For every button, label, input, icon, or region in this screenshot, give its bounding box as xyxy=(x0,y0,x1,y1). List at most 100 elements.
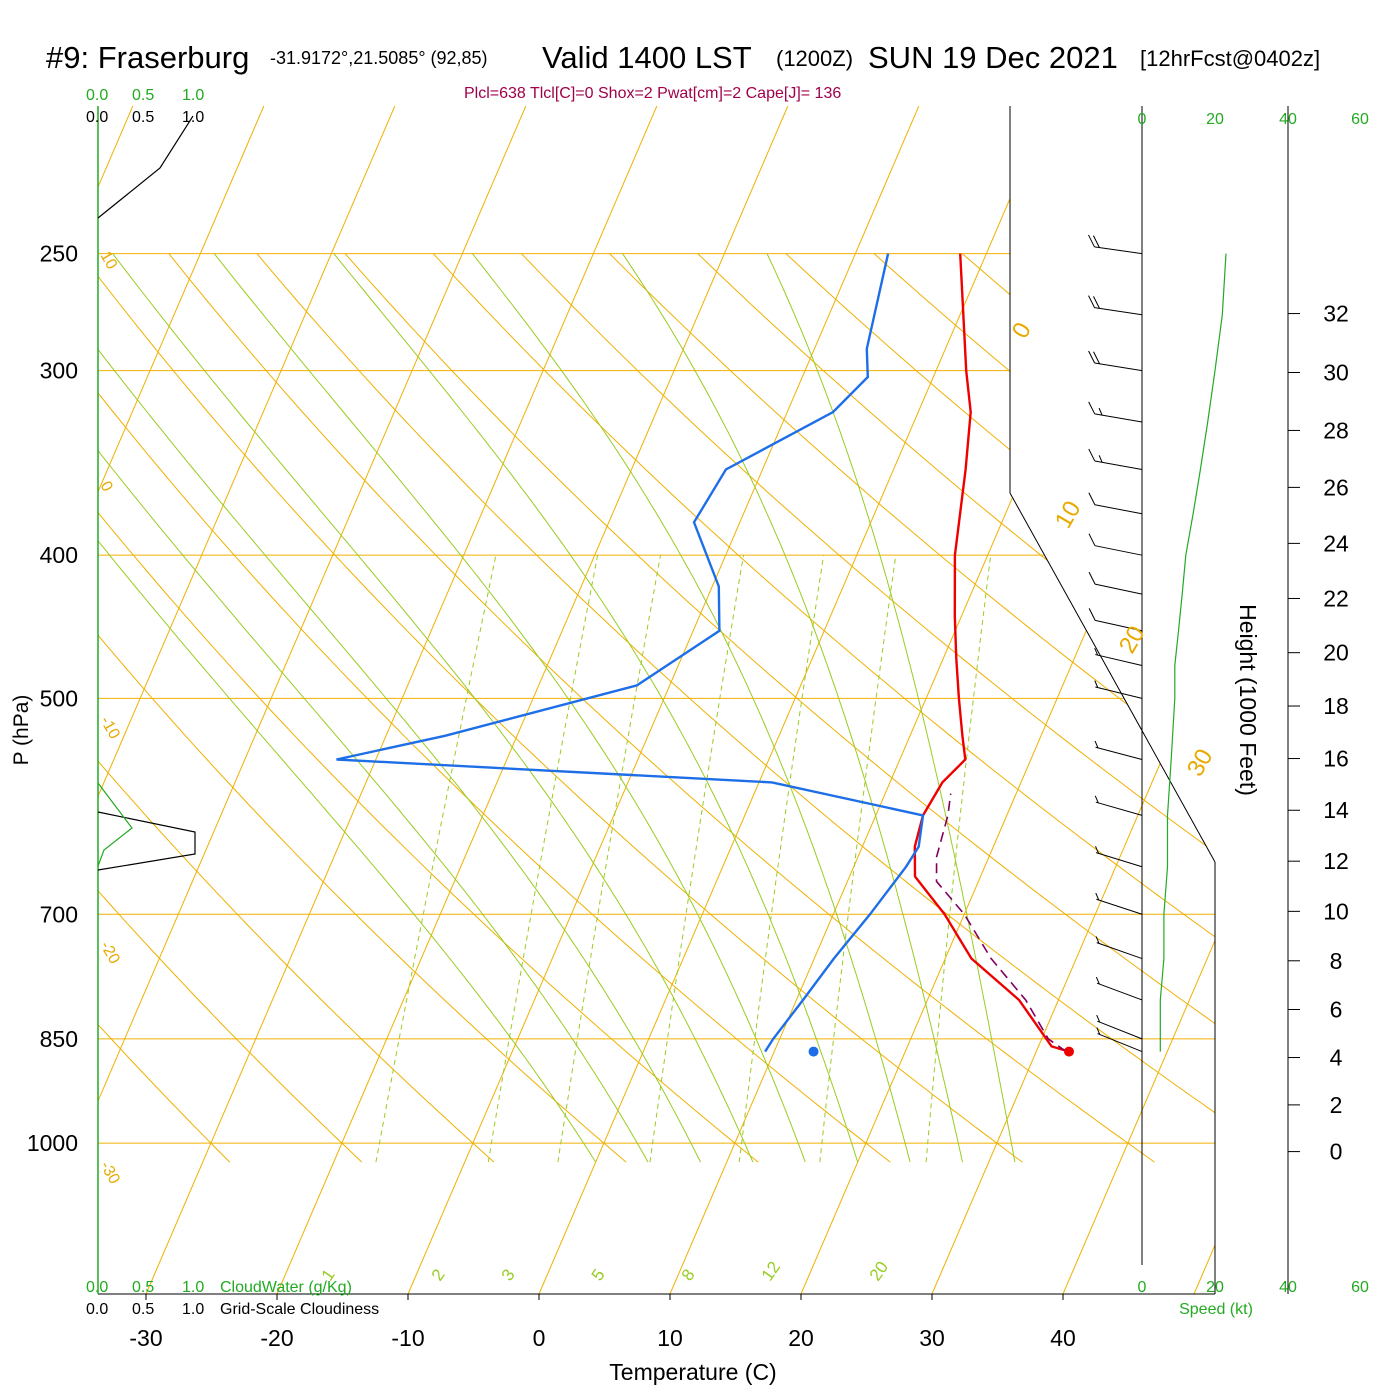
mixing-ratio-line xyxy=(738,555,825,1163)
wind-barb-half xyxy=(1094,740,1099,749)
cloud-scale-top: 0.0 0.5 1.0 0.0 0.5 1.0 xyxy=(86,87,204,126)
speed-label: Speed (kt) xyxy=(1179,1301,1253,1318)
chart-title-date: SUN 19 Dec 2021 xyxy=(868,40,1118,75)
svg-text:1.0: 1.0 xyxy=(182,87,204,104)
wind-barb-shaft xyxy=(1096,942,1143,960)
chart-title-forecast: [12hrFcst@0402z] xyxy=(1140,46,1320,71)
isotherm-line xyxy=(1193,106,1215,1294)
svg-text:0.5: 0.5 xyxy=(132,87,154,104)
pressure-tick-label: 300 xyxy=(40,358,78,384)
svg-text:0.5: 0.5 xyxy=(132,109,154,126)
dry-adiabat xyxy=(697,253,1215,1163)
mixing-ratio-label: 12 xyxy=(758,1258,784,1284)
mixing-ratio-line xyxy=(925,555,992,1163)
svg-text:40: 40 xyxy=(1279,1279,1297,1296)
wind-barb-half xyxy=(1098,407,1103,416)
dry-adiabat xyxy=(98,253,627,1163)
wind-barb-shaft xyxy=(1094,583,1143,595)
x-axis-label: Temperature (C) xyxy=(609,1359,776,1385)
svg-text:0.0: 0.0 xyxy=(86,87,108,104)
svg-text:0: 0 xyxy=(1138,1279,1147,1296)
height-tick-label: 18 xyxy=(1323,693,1349,719)
isotherm-line xyxy=(0,106,2,1294)
x-tick-label: -20 xyxy=(260,1325,293,1351)
height-tick-label: 22 xyxy=(1323,585,1349,611)
x-tick-label: 20 xyxy=(788,1325,814,1351)
x-tick-label: 30 xyxy=(919,1325,945,1351)
wind-barb-half xyxy=(1094,795,1099,804)
isotherm-line xyxy=(276,106,789,1294)
svg-text:40: 40 xyxy=(1279,111,1297,128)
isotherm-label: 10 xyxy=(97,249,121,273)
wind-barb-half xyxy=(1096,1027,1101,1035)
wind-barb-half xyxy=(1098,455,1103,463)
dry-adiabat xyxy=(521,253,1215,1163)
isotherm-line xyxy=(538,106,1051,1294)
dry-adiabat xyxy=(785,253,1215,1163)
height-tick-label: 4 xyxy=(1330,1045,1343,1071)
chart-title-coords: -31.9172°,21.5085° (92,85) xyxy=(270,48,488,68)
mixing-ratio-label: 2 xyxy=(428,1266,449,1285)
stability-indices: Plcl=638 Tlcl[C]=0 Shox=2 Pwat[cm]=2 Cap… xyxy=(464,85,841,102)
wind-barb-shaft xyxy=(1096,982,1143,1001)
wind-barb-half xyxy=(1095,936,1100,944)
moist-adiabat xyxy=(98,253,649,1163)
height-tick-label: 14 xyxy=(1323,797,1349,823)
plot-frame xyxy=(98,106,1216,1295)
dry-adiabat xyxy=(344,253,1215,1163)
isotherm-label: -30 xyxy=(97,1159,123,1188)
wind-speed-profile xyxy=(1159,253,1227,1052)
wind-barb-flag xyxy=(1088,571,1096,585)
height-tick-label: 32 xyxy=(1323,301,1349,327)
wind-barb-half xyxy=(1095,976,1100,985)
moist-adiabat xyxy=(472,253,911,1163)
wind-barb-shaft xyxy=(1095,686,1143,699)
mixing-ratio-label: 5 xyxy=(588,1266,609,1285)
moist-adiabat xyxy=(766,253,1016,1163)
isotherm-line xyxy=(800,106,1215,1294)
wind-barb-shaft xyxy=(1095,852,1143,868)
isotherm-label: 0 xyxy=(1007,318,1037,343)
mixing-ratio-label: 20 xyxy=(866,1258,892,1284)
x-tick-label: 10 xyxy=(657,1325,683,1351)
wind-barb-flag xyxy=(1088,608,1096,621)
mixing-ratio-line xyxy=(557,555,661,1163)
pressure-tick-label: 400 xyxy=(40,542,78,568)
dewpoint-line xyxy=(336,253,925,1053)
cloudiness-top-trace xyxy=(97,115,194,219)
svg-text:1.0: 1.0 xyxy=(182,1279,204,1296)
mixing-ratio-line xyxy=(375,555,497,1163)
mixing-ratio-label: 3 xyxy=(498,1266,519,1285)
wind-barb-shaft xyxy=(1095,654,1143,666)
svg-text:0.0: 0.0 xyxy=(86,1301,108,1318)
isotherm-label: 10 xyxy=(1050,496,1087,533)
height-tick-label: 0 xyxy=(1330,1139,1343,1165)
wind-barb-flag xyxy=(1092,235,1100,248)
wind-barb-flag xyxy=(1088,533,1096,546)
dry-adiabat xyxy=(98,253,495,1163)
mixing-ratio-line xyxy=(487,555,599,1163)
mixing-ratio-label: 8 xyxy=(678,1266,699,1285)
speed-scale-top: 0 20 40 60 xyxy=(1138,111,1369,128)
wind-barb-shaft xyxy=(1094,545,1143,556)
svg-text:1.0: 1.0 xyxy=(182,109,204,126)
svg-text:20: 20 xyxy=(1206,111,1224,128)
surface-temperature-dot xyxy=(1063,1046,1074,1057)
wind-barb-flag xyxy=(1093,351,1100,364)
isotherm-line xyxy=(98,106,527,1294)
svg-text:0.0: 0.0 xyxy=(86,109,108,126)
height-tick-label: 6 xyxy=(1330,997,1343,1023)
wind-barb-flag xyxy=(1088,448,1096,462)
wind-barb-shaft xyxy=(1095,746,1143,761)
svg-text:0.5: 0.5 xyxy=(132,1279,154,1296)
cloudwater-mid-trace xyxy=(97,782,133,867)
isotherm-line xyxy=(98,106,396,1294)
dry-adiabat xyxy=(98,253,1023,1163)
pressure-tick-label: 1000 xyxy=(27,1130,78,1156)
cloudwater-label: CloudWater (g/Kg) xyxy=(220,1279,352,1296)
x-tick-label: -10 xyxy=(391,1325,424,1351)
height-tick-label: 26 xyxy=(1323,474,1349,500)
wind-barb-flag xyxy=(1088,492,1096,505)
